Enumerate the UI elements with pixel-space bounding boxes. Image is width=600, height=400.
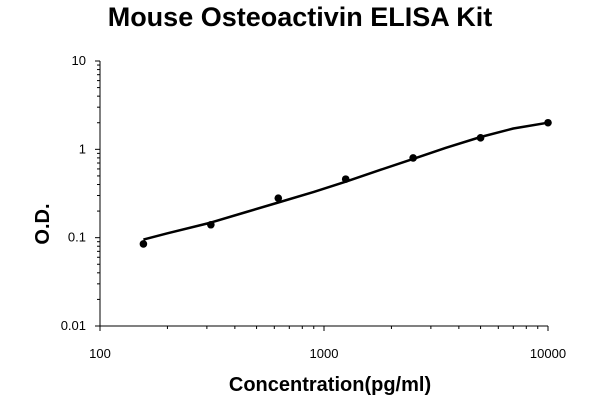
- data-point: [207, 220, 215, 229]
- y-tick-label: 0.1: [68, 230, 86, 245]
- data-point: [139, 240, 148, 248]
- x-tick-label: 1000: [310, 346, 339, 361]
- data-point: [341, 175, 350, 183]
- data-point: [476, 134, 485, 142]
- chart-title: Mouse Osteoactivin ELISA Kit: [107, 2, 493, 32]
- data-point: [274, 194, 283, 202]
- x-tick-label: 100: [89, 346, 111, 361]
- x-axis-label: Concentration(pg/ml): [228, 374, 432, 396]
- y-tick-label: 0.01: [61, 318, 86, 333]
- x-tick-label: 10000: [530, 346, 566, 361]
- data-point: [409, 154, 417, 162]
- y-tick-label: 1: [79, 141, 86, 156]
- y-tick-label: 10: [72, 53, 86, 68]
- data-point: [544, 118, 552, 127]
